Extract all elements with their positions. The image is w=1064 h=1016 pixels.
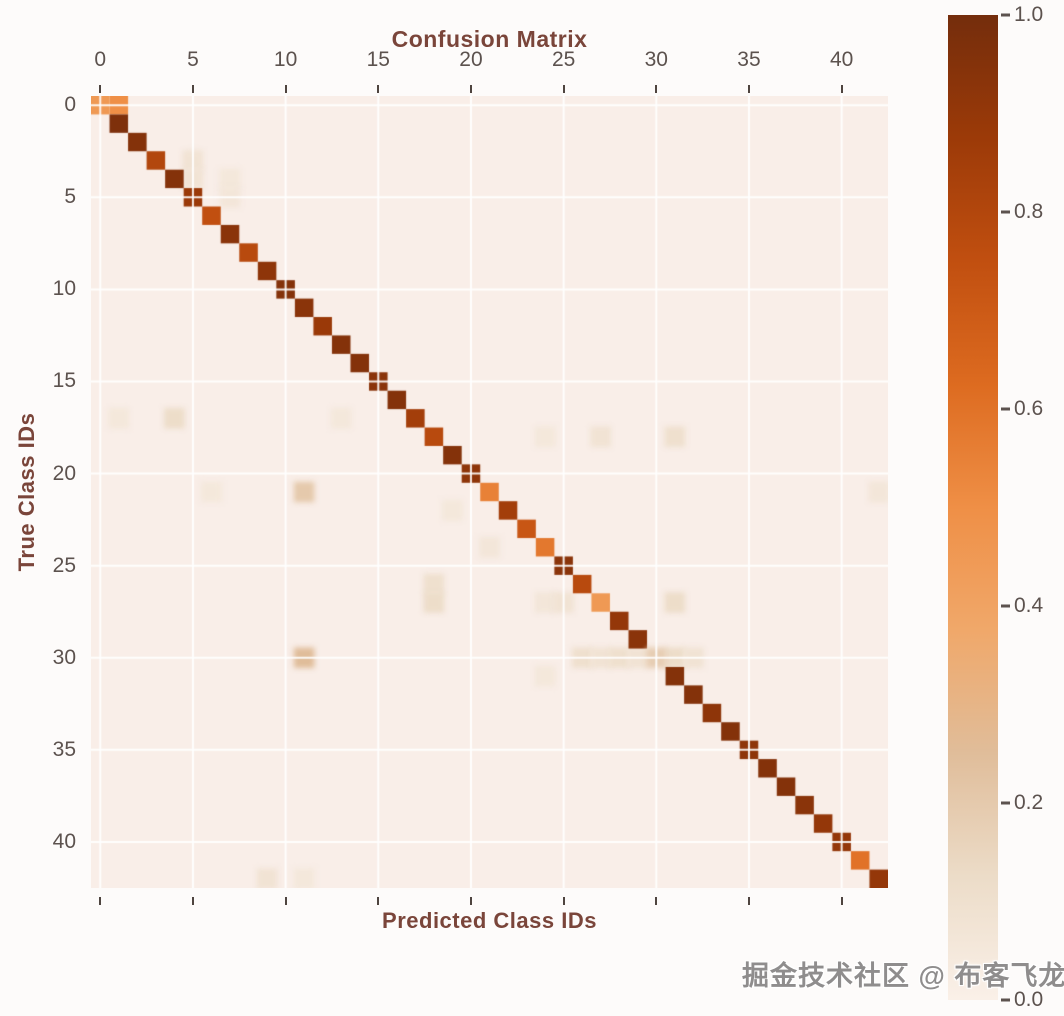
x-tick-mark-top [840, 85, 843, 93]
x-tick-label: 30 [644, 48, 668, 71]
watermark-text: 掘金技术社区 @ 布客飞龙 [742, 961, 1064, 991]
y-tick-label: 25 [52, 553, 76, 577]
colorbar-tick-label: 0.8 [1014, 200, 1044, 223]
x-tick-mark-bottom [747, 897, 750, 905]
y-axis-label: True Class IDs [14, 412, 39, 572]
x-axis-label: Predicted Class IDs [382, 908, 597, 933]
x-tick-mark-bottom [562, 897, 565, 905]
x-tick-mark-bottom [191, 897, 194, 905]
colorbar-tick-mark [1001, 998, 1010, 1002]
x-tick-label: 5 [187, 48, 199, 71]
y-tick-label: 20 [52, 461, 76, 485]
x-tick-label: 0 [94, 48, 107, 71]
x-tick-label: 35 [737, 48, 761, 71]
colorbar-tick-label: 0.0 [1014, 988, 1044, 1011]
y-tick-label: 5 [64, 185, 76, 209]
colorbar-tick-mark [1001, 210, 1010, 214]
colorbar-tick-label: 1.0 [1014, 3, 1044, 26]
confusion-matrix-heatmap [91, 96, 888, 888]
colorbar-tick-mark [1001, 604, 1010, 608]
x-tick-label: 10 [273, 48, 298, 71]
chart-title: Confusion Matrix [391, 26, 588, 52]
x-tick-mark-bottom [655, 897, 658, 905]
y-tick-label: 35 [52, 737, 76, 761]
x-tick-label: 40 [829, 48, 854, 71]
x-tick-mark-top [377, 85, 380, 93]
colorbar-tick-label: 0.6 [1014, 397, 1044, 420]
x-tick-label: 20 [459, 48, 483, 71]
y-tick-label: 10 [52, 277, 76, 301]
x-tick-mark-bottom [377, 897, 380, 905]
x-tick-mark-top [469, 85, 472, 93]
x-tick-mark-top [562, 85, 565, 93]
y-tick-label: 0 [64, 93, 76, 117]
y-tick-label: 30 [52, 645, 76, 669]
colorbar [948, 15, 998, 1000]
x-tick-label: 15 [366, 48, 390, 71]
x-tick-mark-bottom [99, 897, 102, 905]
x-tick-mark-top [191, 85, 194, 93]
x-tick-mark-top [747, 85, 750, 93]
x-tick-mark-top [284, 85, 287, 93]
x-tick-mark-bottom [284, 897, 287, 905]
colorbar-tick-label: 0.4 [1014, 594, 1044, 617]
x-tick-label: 25 [551, 48, 576, 71]
colorbar-tick-label: 0.2 [1014, 791, 1044, 814]
y-tick-label: 40 [52, 829, 76, 853]
x-tick-mark-top [655, 85, 658, 93]
y-tick-label: 15 [52, 369, 76, 393]
colorbar-tick-mark [1001, 801, 1010, 805]
colorbar-tick-mark [1001, 407, 1010, 411]
colorbar-tick-mark [1001, 13, 1010, 17]
x-tick-mark-top [99, 85, 102, 93]
x-tick-mark-bottom [840, 897, 843, 905]
x-tick-mark-bottom [469, 897, 472, 905]
